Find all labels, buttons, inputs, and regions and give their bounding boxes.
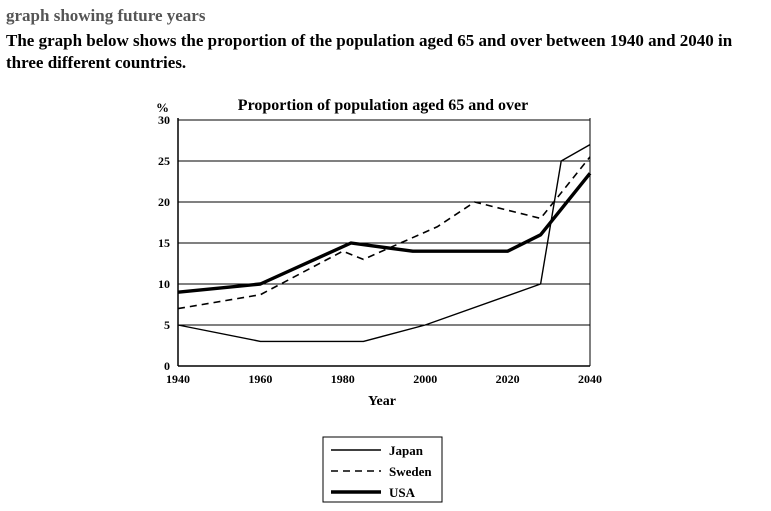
x-tick-label: 1940 xyxy=(166,372,190,386)
series-lines xyxy=(177,143,592,343)
series-japan-line xyxy=(177,143,591,343)
x-tick-label: 2020 xyxy=(496,372,520,386)
series-sweden-line xyxy=(177,156,591,310)
x-tick-labels: 1940 1960 1980 2000 2020 2040 xyxy=(166,372,602,386)
page-heading: graph showing future years xyxy=(6,6,206,25)
x-axis-label: Year xyxy=(368,394,396,409)
y-tick-label: 0 xyxy=(164,359,170,373)
y-tick-label: 5 xyxy=(164,318,170,332)
series-usa-line xyxy=(177,172,592,294)
y-tick-labels: 0 5 10 15 20 25 30 xyxy=(158,113,170,373)
x-tick-label: 2040 xyxy=(578,372,602,386)
y-tick-label: 10 xyxy=(158,277,170,291)
x-tick-label: 1960 xyxy=(248,372,272,386)
legend-label-usa: USA xyxy=(389,485,416,500)
y-tick-label: 20 xyxy=(158,195,170,209)
chart-title: Proportion of population aged 65 and ove… xyxy=(238,97,528,114)
legend-label-sweden: Sweden xyxy=(389,464,432,479)
x-tick-label: 2000 xyxy=(413,372,437,386)
legend: Japan Sweden USA xyxy=(322,436,443,503)
task-description: The graph below shows the proportion of … xyxy=(6,31,733,72)
legend-label-japan: Japan xyxy=(389,443,424,458)
y-axis-unit-label: % xyxy=(156,100,169,115)
y-tick-label: 30 xyxy=(158,113,170,127)
x-tick-label: 1980 xyxy=(331,372,355,386)
y-tick-label: 25 xyxy=(158,154,170,168)
y-tick-label: 15 xyxy=(158,236,170,250)
